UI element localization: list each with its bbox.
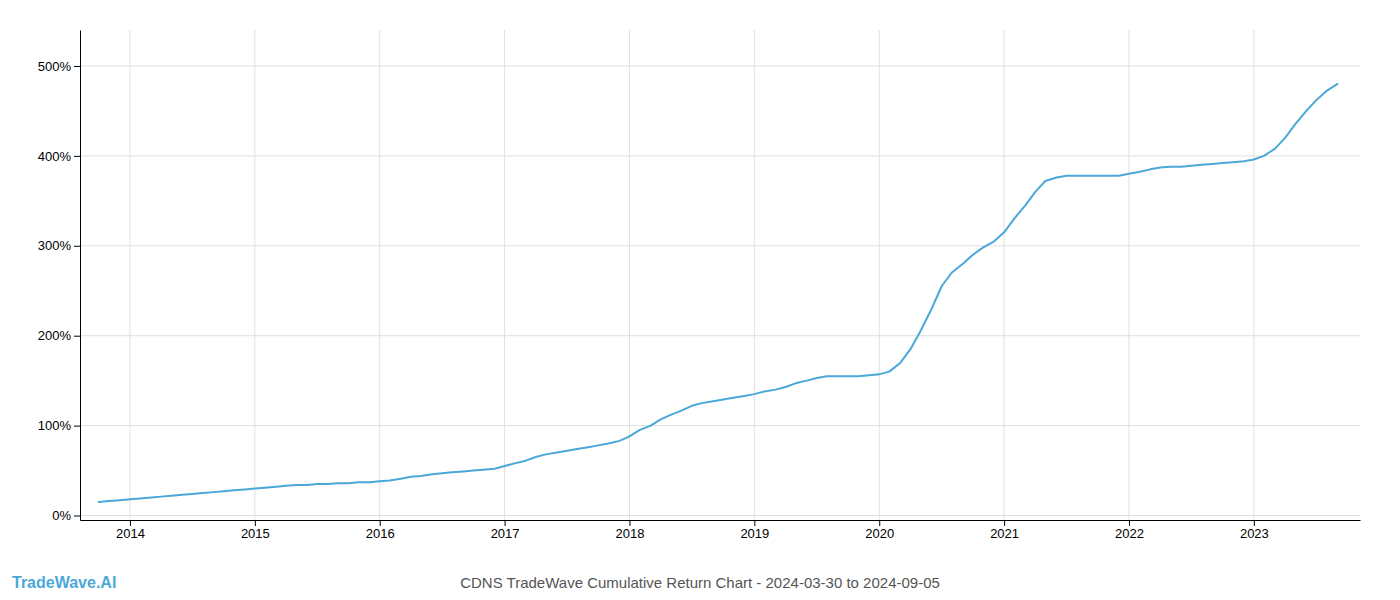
y-tick-mark [74, 516, 80, 517]
grid-line-x [879, 30, 880, 520]
x-tick: 2022 [1115, 520, 1144, 541]
grid-line-x [629, 30, 630, 520]
y-tick: 0% [52, 508, 80, 523]
x-tick-label: 2017 [491, 526, 520, 541]
x-tick: 2017 [491, 520, 520, 541]
x-tick-mark [1129, 520, 1130, 526]
y-tick-mark [74, 336, 80, 337]
grid-line-y [80, 515, 1360, 516]
x-tick-label: 2021 [990, 526, 1019, 541]
chart-title: CDNS TradeWave Cumulative Return Chart -… [460, 574, 940, 591]
y-tick: 200% [38, 328, 80, 343]
y-tick-mark [74, 66, 80, 67]
x-tick: 2021 [990, 520, 1019, 541]
grid-line-y [80, 155, 1360, 156]
grid-line-x [1004, 30, 1005, 520]
y-tick-label: 0% [52, 508, 71, 523]
x-tick: 2015 [241, 520, 270, 541]
x-tick-label: 2015 [241, 526, 270, 541]
x-tick-label: 2016 [366, 526, 395, 541]
chart-svg: 2014 2015 2016 2017 2018 2019 2020 2021 2022 2023… [0, 0, 1400, 600]
grid-line-x [379, 30, 380, 520]
grid-line-y [80, 425, 1360, 426]
grid-line-x [754, 30, 755, 520]
x-tick-mark [629, 520, 630, 526]
x-tick-mark [130, 520, 131, 526]
x-tick: 2020 [865, 520, 894, 541]
x-tick-label: 2020 [865, 526, 894, 541]
x-tick-mark [1254, 520, 1255, 526]
grid-line-x [1253, 30, 1254, 520]
watermark: TradeWave.AI [12, 574, 116, 591]
x-tick-label: 2014 [116, 526, 145, 541]
x-tick-mark [879, 520, 880, 526]
y-tick-label: 300% [38, 238, 72, 253]
x-tick-mark [255, 520, 256, 526]
y-tick-mark [74, 426, 80, 427]
y-tick-mark [74, 156, 80, 157]
x-tick-mark [1004, 520, 1005, 526]
x-tick-mark [380, 520, 381, 526]
grid-line-x [504, 30, 505, 520]
x-tick: 2019 [740, 520, 769, 541]
grid-line-y [80, 245, 1360, 246]
x-tick-label: 2023 [1240, 526, 1269, 541]
x-tick-mark [505, 520, 506, 526]
grid-line-x [254, 30, 255, 520]
x-tick: 2014 [116, 520, 145, 541]
y-tick: 400% [38, 149, 80, 164]
x-axis: 2014 2015 2016 2017 2018 2019 2020 2021 2022 2023 [81, 520, 1361, 541]
y-tick-label: 100% [38, 418, 72, 433]
grid-line-x [1128, 30, 1129, 520]
x-tick: 2016 [366, 520, 395, 541]
y-axis-line [80, 31, 81, 521]
x-tick: 2018 [616, 520, 645, 541]
y-tick-label: 500% [38, 59, 72, 74]
grid [80, 30, 1360, 520]
x-tick-label: 2019 [740, 526, 769, 541]
x-tick-label: 2018 [616, 526, 645, 541]
y-tick: 500% [38, 59, 80, 74]
x-tick-label: 2022 [1115, 526, 1144, 541]
grid-line-y [80, 65, 1360, 66]
y-tick-label: 200% [38, 328, 72, 343]
x-tick: 2023 [1240, 520, 1269, 541]
chart-container: 2014 2015 2016 2017 2018 2019 2020 2021 2022 2023… [0, 0, 1400, 600]
y-tick-label: 400% [38, 149, 72, 164]
y-tick: 300% [38, 238, 80, 253]
y-axis: 0% 100% 200% 300% 400% 500% [38, 31, 81, 524]
data-line [99, 84, 1338, 502]
marks [99, 84, 1338, 502]
x-axis-line [81, 520, 1361, 521]
x-tick-mark [754, 520, 755, 526]
y-tick-mark [74, 246, 80, 247]
grid-line-x [129, 30, 130, 520]
y-tick: 100% [38, 418, 80, 433]
grid-line-y [80, 335, 1360, 336]
plot-area: 2014 2015 2016 2017 2018 2019 2020 2021 2022 2023… [38, 30, 1361, 541]
